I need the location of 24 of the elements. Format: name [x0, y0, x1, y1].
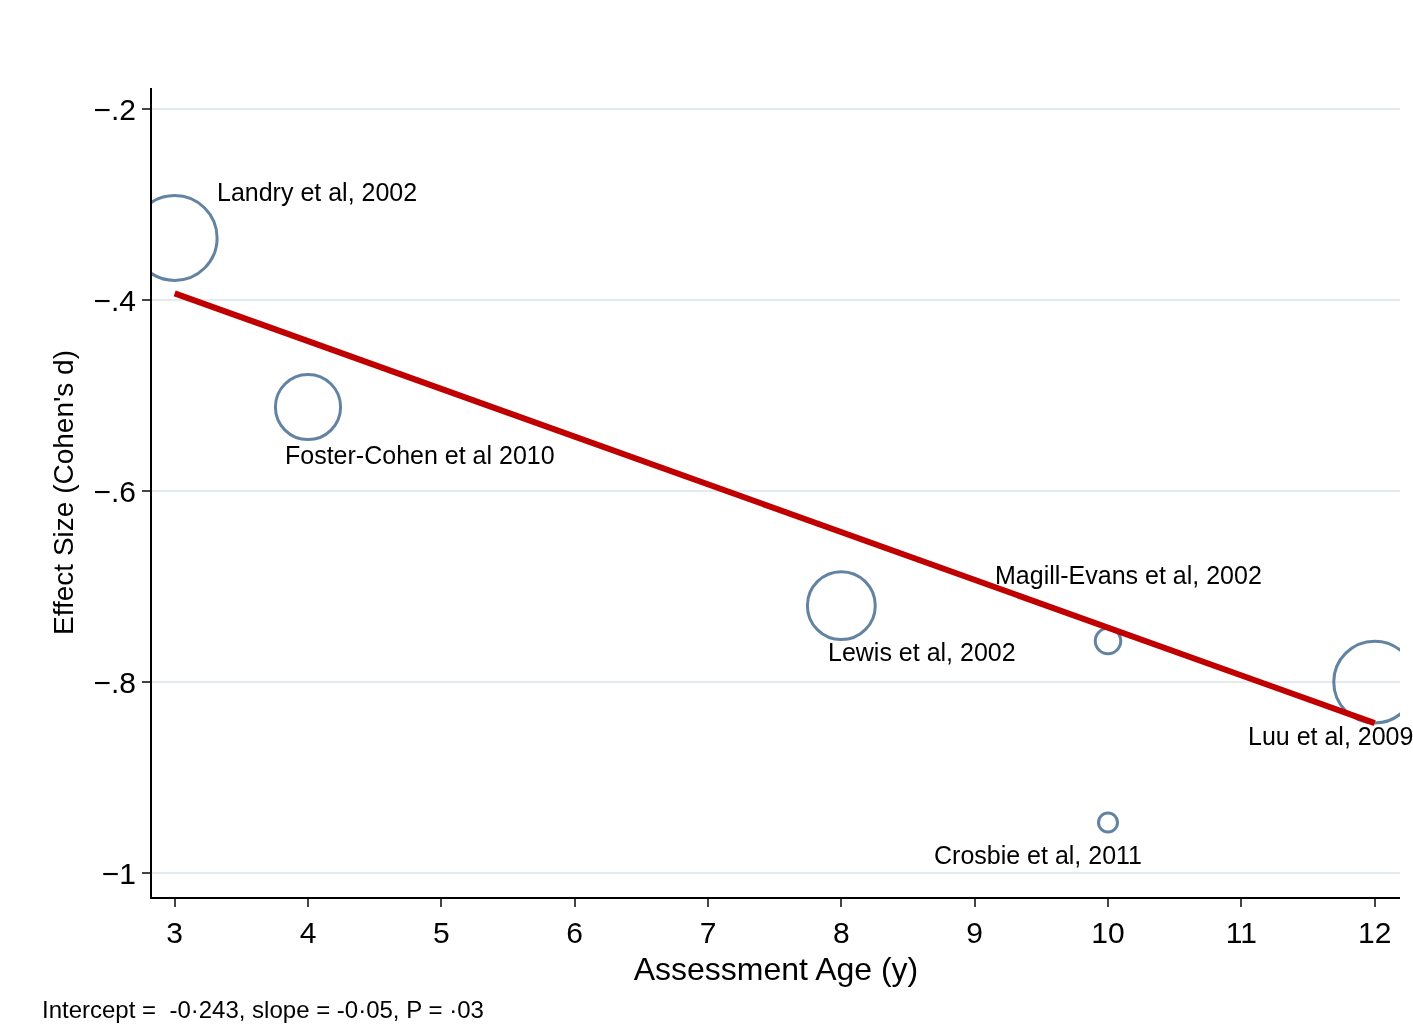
- y-tick-label: −.2: [93, 92, 136, 126]
- x-tick-label: 10: [1091, 916, 1125, 949]
- x-tick-label: 7: [699, 916, 717, 949]
- y-axis-title: Effect Size (Cohen's d): [47, 350, 79, 635]
- annotation: Luu et al, 2009: [1248, 722, 1413, 750]
- x-tick-label: 11: [1225, 916, 1257, 949]
- y-tick-label: −1: [101, 856, 136, 890]
- x-tick-label: 9: [966, 916, 984, 949]
- x-tick-label: 12: [1357, 916, 1392, 949]
- x-tick-label: 6: [566, 916, 584, 949]
- annotation: Foster-Cohen et al 2010: [285, 441, 555, 469]
- annotation: Landry et al, 2002: [217, 178, 418, 206]
- annotation: Magill-Evans et al, 2002: [995, 561, 1262, 589]
- annotation: Crosbie et al, 2011: [934, 841, 1142, 869]
- x-tick-label: 4: [299, 916, 317, 949]
- x-tick-label: 8: [832, 916, 850, 949]
- y-tick-label: −.6: [93, 474, 136, 508]
- y-tick-label: −.4: [93, 283, 136, 317]
- annotation: Lewis et al, 2002: [828, 638, 1016, 666]
- x-axis-title: Assessment Age (y): [633, 951, 919, 988]
- x-tick-label: 3: [166, 916, 184, 949]
- y-tick-label: −.8: [93, 665, 136, 699]
- x-tick-label: 5: [432, 916, 450, 949]
- text: Intercept = -0·243, slope = -0·05, P = ·03: [42, 996, 484, 1023]
